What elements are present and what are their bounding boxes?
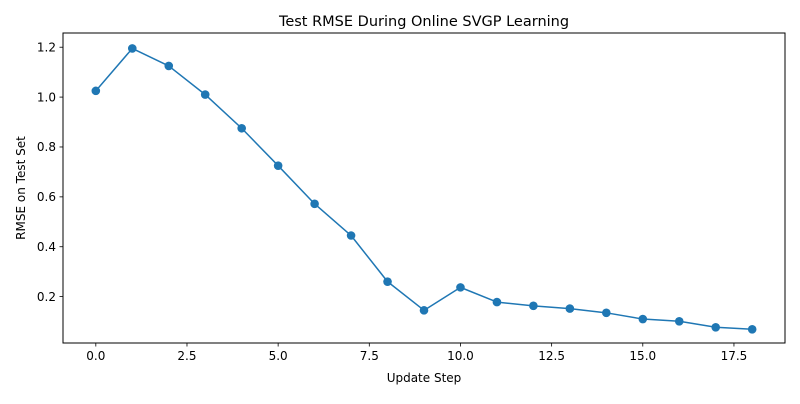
- x-tick-label: 7.5: [360, 349, 379, 363]
- data-point: [419, 306, 429, 315]
- data-point: [602, 308, 611, 318]
- data-point: [310, 199, 319, 209]
- y-tick-label: 0.8: [37, 140, 56, 154]
- y-tick-label: 0.6: [37, 190, 56, 204]
- data-point: [383, 277, 392, 286]
- x-tick-label: 12.5: [538, 349, 565, 363]
- series-layer: [91, 44, 757, 334]
- x-tick-label: 0.0: [86, 349, 105, 363]
- plot-frame: [62, 32, 786, 344]
- y-tick-label: 1.2: [37, 40, 56, 54]
- y-tick-label: 0.4: [37, 240, 56, 254]
- data-point: [747, 324, 757, 334]
- data-point: [237, 123, 246, 133]
- data-point: [164, 61, 174, 71]
- x-axis-label: Update Step: [387, 371, 462, 385]
- data-point: [565, 304, 575, 313]
- x-tick-label: 10.0: [447, 349, 474, 363]
- x-tick-label: 17.5: [721, 349, 748, 363]
- y-axis-label: RMSE on Test Set: [14, 136, 28, 240]
- data-point: [91, 86, 101, 96]
- x-tick-label: 15.0: [629, 349, 656, 363]
- chart-title: Test RMSE During Online SVGP Learning: [278, 14, 569, 30]
- data-point: [711, 322, 721, 332]
- data-point: [127, 44, 137, 53]
- y-tick-label: 1.0: [37, 90, 56, 104]
- data-point: [529, 301, 538, 311]
- data-point: [456, 283, 465, 292]
- data-point: [346, 231, 356, 240]
- x-tick-label: 5.0: [269, 349, 288, 363]
- data-point: [273, 161, 283, 170]
- series-line: [95, 47, 753, 331]
- x-tick-label: 2.5: [177, 349, 196, 363]
- data-point: [200, 90, 210, 99]
- y-tick-label: 0.2: [37, 290, 56, 304]
- data-point: [492, 297, 502, 307]
- data-point: [638, 314, 648, 324]
- data-point: [674, 317, 684, 326]
- ticks-layer: 0.0 2.5 5.0 7.5 10.0 12.5 15.0 17.5 0.2 0.4 0.6 0.8…: [37, 40, 747, 363]
